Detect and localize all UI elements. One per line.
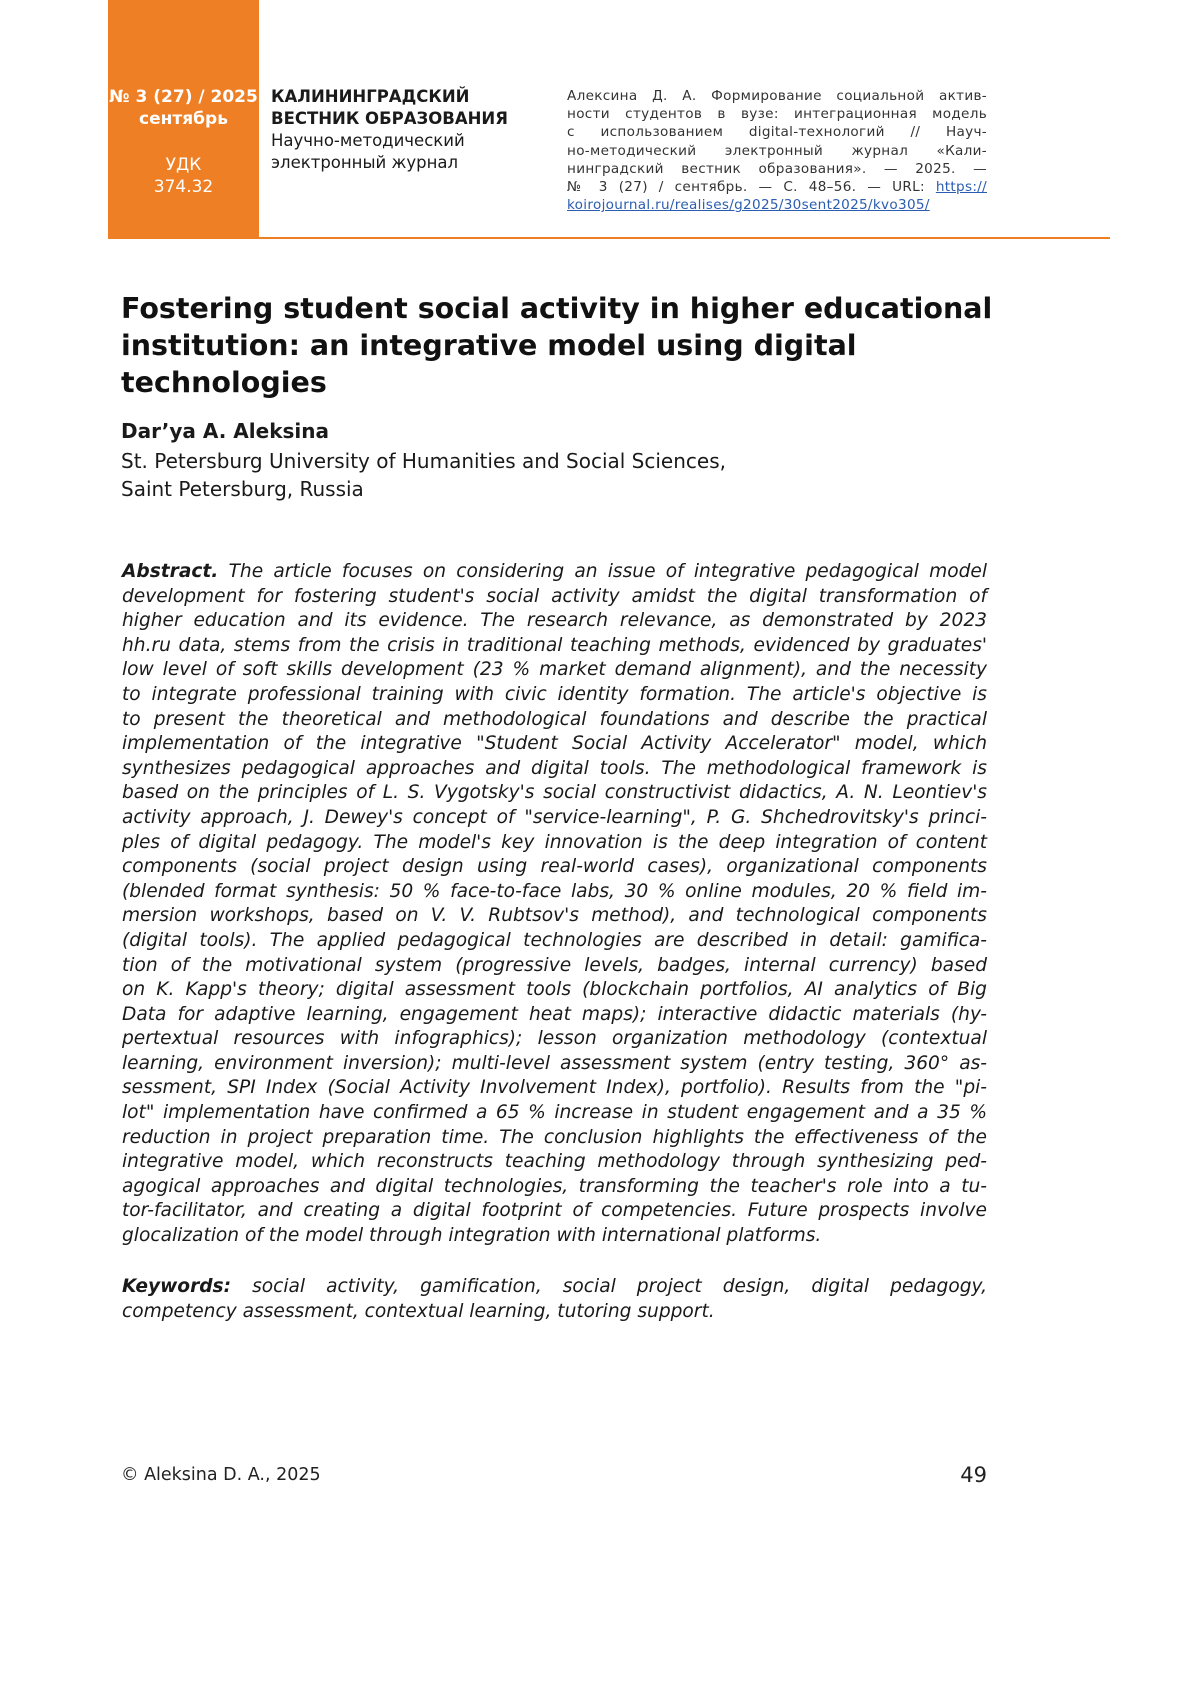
keywords-label: Keywords: (122, 1276, 231, 1297)
abstract-line: learning, environment inversion); multi-… (122, 1052, 987, 1077)
abstract-line: tion of the motivational system (progres… (122, 954, 987, 979)
abstract-line: Data for adaptive learning, engagement h… (122, 1003, 987, 1028)
abstract-line: agogical approaches and digital technolo… (122, 1175, 987, 1200)
abstract-line: lot" implementation have confirmed a 65 … (122, 1101, 987, 1126)
abstract-text: The article focuses on considering an is… (218, 561, 987, 582)
abstract-line: reduction in project preparation time. T… (122, 1126, 987, 1151)
abstract-line: to present the theoretical and methodolo… (122, 708, 987, 733)
citation-line: ности студентов в вузе: интеграционная м… (567, 105, 987, 123)
abstract-line: activity approach, J. Dewey's concept of… (122, 806, 987, 831)
abstract-line: sessment, SPI Index (Social Activity Inv… (122, 1076, 987, 1101)
journal-name-line2: ВЕСТНИК ОБРАЗОВАНИЯ (271, 108, 508, 130)
keywords: Keywords: social activity, gamification,… (122, 1275, 987, 1324)
citation-line: нинградский вестник образования». — 2025… (567, 160, 987, 178)
journal-masthead: КАЛИНИНГРАДСКИЙ ВЕСТНИК ОБРАЗОВАНИЯ Науч… (271, 86, 508, 174)
journal-subtitle-line1: Научно-методический (271, 130, 508, 152)
page-number: 49 (940, 1463, 987, 1487)
abstract-line: on K. Kapp's theory; digital assessment … (122, 978, 987, 1003)
title-line: institution: an integrative model using … (121, 327, 1021, 401)
citation-url-link[interactable]: koirojournal.ru/realises/g2025/30sent202… (567, 197, 930, 213)
issue-number: № 3 (27) / 2025 (108, 86, 259, 108)
abstract-line: glocalization of the model through integ… (122, 1224, 987, 1249)
abstract-line: low level of soft skills development (23… (122, 658, 987, 683)
author-affiliation: St. Petersburg University of Humanities … (121, 447, 726, 503)
citation-url-line: koirojournal.ru/realises/g2025/30sent202… (567, 196, 987, 214)
title-line: Fostering student social activity in hig… (121, 290, 1021, 327)
issue-info: № 3 (27) / 2025 сентябрь (108, 86, 259, 130)
udk-label: УДК (108, 154, 259, 176)
abstract-line: Abstract. The article focuses on conside… (122, 560, 987, 585)
citation-url-link[interactable]: https:// (936, 179, 987, 195)
abstract-line: implementation of the integrative "Stude… (122, 732, 987, 757)
citation-line: Алексина Д. А. Формирование социальной а… (567, 87, 987, 105)
abstract-line: (digital tools). The applied pedagogical… (122, 929, 987, 954)
citation-line: с использованием digital-технологий // Н… (567, 123, 987, 141)
header-divider (108, 237, 1110, 239)
citation-line: но-методический электронный журнал «Кали… (567, 142, 987, 160)
affiliation-line: St. Petersburg University of Humanities … (121, 447, 726, 475)
author-name: Dar’ya A. Aleksina (121, 419, 329, 443)
article-title: Fostering student social activity in hig… (121, 290, 1021, 401)
keywords-line: Keywords: social activity, gamification,… (122, 1275, 987, 1300)
abstract-line: development for fostering student's soci… (122, 585, 987, 610)
abstract-line: integrative model, which reconstructs te… (122, 1150, 987, 1175)
abstract-line: higher education and its evidence. The r… (122, 609, 987, 634)
abstract-label: Abstract. (122, 561, 218, 582)
citation-block: Алексина Д. А. Формирование социальной а… (567, 87, 987, 214)
abstract-line: based on the principles of L. S. Vygotsk… (122, 781, 987, 806)
issue-month: сентябрь (108, 108, 259, 130)
abstract: Abstract. The article focuses on conside… (122, 560, 987, 1249)
keywords-text: social activity, gamification, social pr… (231, 1276, 987, 1297)
copyright: © Aleksina D. A., 2025 (121, 1465, 321, 1485)
abstract-line: components (social project design using … (122, 855, 987, 880)
keywords-line: competency assessment, contextual learni… (122, 1300, 987, 1325)
abstract-line: ples of digital pedagogy. The model's ke… (122, 831, 987, 856)
abstract-line: (blended format synthesis: 50 % face-to-… (122, 880, 987, 905)
issue-band: № 3 (27) / 2025 сентябрь УДК 374.32 (108, 0, 259, 238)
abstract-line: pertextual resources with infographics);… (122, 1027, 987, 1052)
journal-subtitle-line2: электронный журнал (271, 152, 508, 174)
udk-info: УДК 374.32 (108, 154, 259, 198)
citation-line-url: № 3 (27) / сентябрь. — С. 48–56. — URL: … (567, 178, 987, 196)
affiliation-line: Saint Petersburg, Russia (121, 475, 726, 503)
abstract-line: synthesizes pedagogical approaches and d… (122, 757, 987, 782)
abstract-line: mersion workshops, based on V. V. Rubtso… (122, 904, 987, 929)
citation-line: № 3 (27) / сентябрь. — С. 48–56. — URL: (567, 179, 936, 195)
abstract-line: hh.ru data, stems from the crisis in tra… (122, 634, 987, 659)
journal-name-line1: КАЛИНИНГРАДСКИЙ (271, 86, 508, 108)
udk-value: 374.32 (108, 176, 259, 198)
abstract-line: tor-facilitator, and creating a digital … (122, 1199, 987, 1224)
abstract-line: to integrate professional training with … (122, 683, 987, 708)
